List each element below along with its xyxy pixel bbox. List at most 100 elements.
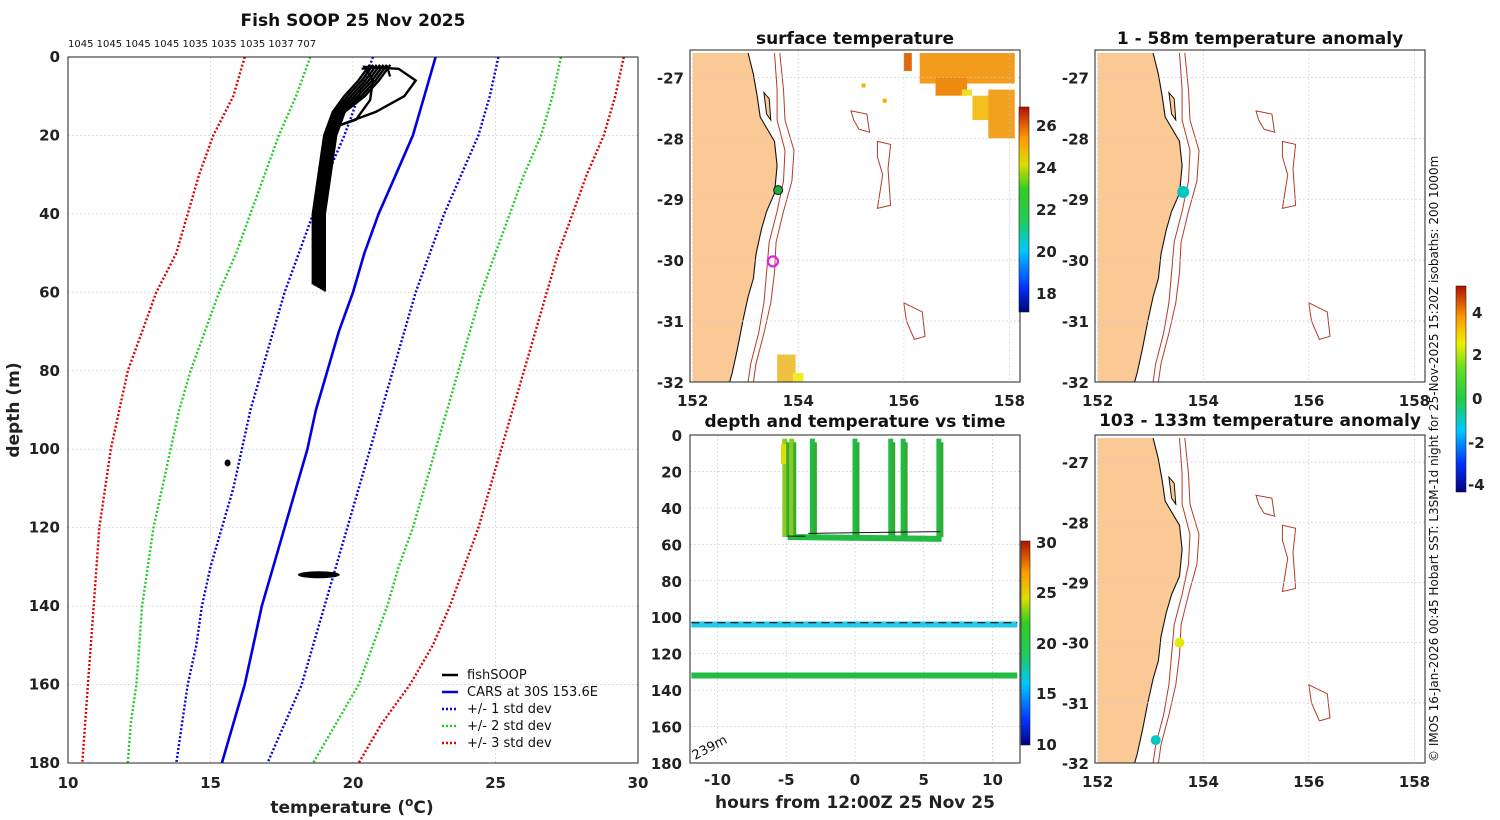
map-frame: [1094, 49, 1426, 383]
profile-legend: fishSOOP CARS at 30S 153.6E +/- 1 std de…: [442, 668, 598, 751]
fishsoop-surface-line: [361, 65, 392, 77]
sst-patch: [961, 89, 972, 96]
profile-xtick: 30: [628, 774, 649, 792]
map-ytick: -31: [1062, 695, 1089, 713]
sst-patch: [777, 354, 796, 382]
time-plot: depth and temperature vs time -10 -5 0 5 100…: [651, 412, 1057, 813]
profile-ytick: 0: [50, 48, 60, 66]
map-ytick: -28: [657, 130, 684, 148]
timeplot-ytick: 0: [672, 427, 682, 445]
timeplot-xtick: -10: [704, 771, 731, 789]
sst-patch: [903, 53, 912, 72]
timeplot-ytick: 160: [651, 719, 682, 737]
timeplot-colorbar: [1020, 540, 1031, 746]
seamount-contour: [1281, 140, 1297, 210]
map-xtick: 158: [1399, 773, 1430, 791]
anomaly1-title: 1 - 58m temperature anomaly: [1117, 29, 1403, 49]
sd1-upper-line: [266, 56, 500, 764]
sst-patch: [972, 95, 994, 121]
sst-patch: [882, 98, 887, 103]
timeplot-ytick: 80: [661, 573, 682, 591]
profile-xtick: 25: [485, 774, 506, 792]
map-ytick: -29: [1062, 574, 1089, 592]
timeplot-xtick: 0: [850, 771, 860, 789]
coastline: [729, 52, 778, 383]
map-xtick: 154: [1188, 773, 1219, 791]
sst-patch: [988, 89, 1015, 139]
map-xtick: 156: [1293, 773, 1324, 791]
surface-cbar-tick-22: 22: [1036, 201, 1057, 219]
anomaly-map-shallow: 1 - 58m temperature anomaly 152 154 156 158…: [1062, 29, 1430, 410]
map-ytick: -27: [1062, 69, 1089, 87]
anomaly-cbar-tick-2: 2: [1472, 346, 1482, 364]
map-xtick: 156: [1293, 392, 1324, 410]
sst-patch: [792, 372, 804, 382]
timeplot-ytick: 120: [651, 646, 682, 664]
profile-series: [81, 56, 625, 764]
profile-ytick: 140: [29, 597, 60, 615]
map-ytick: -31: [657, 313, 684, 331]
surface-marker-dot: [773, 185, 784, 196]
sd1-lower-line: [175, 56, 375, 764]
map-ytick: -27: [657, 69, 684, 87]
profile-xlabel: temperature (oC): [270, 795, 433, 818]
anomaly-cbar-tick-0: 0: [1472, 390, 1482, 408]
map-xtick: 158: [1399, 392, 1430, 410]
sd3-lower-line: [81, 56, 246, 764]
timeplot-frame: [689, 434, 1021, 764]
anomaly-colorbar-group: 4 2 0 -2 -4: [1455, 285, 1485, 494]
map-ytick: -29: [657, 191, 684, 209]
surface-map-content: 152 154 156 158 -27 -28 -29 -30 -31 -32: [657, 49, 1025, 410]
timeplot-xtick: 10: [982, 771, 1003, 789]
anomaly-cbar-tick-m2: -2: [1468, 434, 1485, 452]
map-xtick: 154: [783, 392, 814, 410]
profile-ticks: 10 15 20 25 30 0 20 40 60 80 100 120 140 160 180: [29, 48, 649, 792]
map-frame: [1094, 434, 1426, 764]
seamount-contour: [1255, 110, 1276, 133]
profile-ytick: 20: [39, 126, 60, 144]
profile-ytick: 60: [39, 283, 60, 301]
time-cbar-tick-10: 10: [1036, 736, 1057, 754]
fishsoop-cluster-100m: [224, 459, 231, 467]
anomaly2-content: 152 154 156 158 -27 -28 -29 -30 -31 -32: [1062, 434, 1430, 791]
map-ytick: -32: [657, 374, 684, 392]
sst-patch: [935, 77, 968, 96]
surface-map-title: surface temperature: [756, 29, 954, 49]
isobath-line: [1157, 437, 1200, 764]
isobath-line: [1157, 52, 1200, 383]
seamount-contour: [1308, 683, 1331, 722]
island: [763, 91, 772, 122]
map-ytick: -31: [1062, 313, 1089, 331]
cars-line: [220, 56, 437, 764]
map-ytick: -30: [1062, 635, 1089, 653]
timeplot-ytick: 20: [661, 463, 682, 481]
coastline: [1134, 437, 1183, 764]
anomaly-cbar-tick-4: 4: [1472, 304, 1482, 322]
profile-ylabel: depth (m): [4, 362, 24, 457]
fishsoop-cast-line: [317, 64, 382, 288]
fishsoop-cast-line: [313, 64, 375, 286]
map-ytick: -32: [1062, 374, 1089, 392]
profile-xtick: 10: [58, 774, 79, 792]
surface-cbar-tick-18: 18: [1036, 285, 1057, 303]
surface-cbar-tick-20: 20: [1036, 243, 1057, 261]
cast-bottom-line: [808, 531, 941, 534]
fishsoop-profile: [224, 64, 418, 579]
isobath-line: [747, 52, 786, 383]
anomaly-cbar-tick-m4: -4: [1468, 476, 1485, 494]
anomaly1-content: 152 154 156 158 -27 -28 -29 -30 -31 -32: [1062, 49, 1430, 410]
anomaly1-marker: [1177, 185, 1190, 198]
map-xtick: 152: [1082, 392, 1113, 410]
map-ytick: -30: [657, 252, 684, 270]
seamount-contour: [1308, 301, 1331, 341]
coastline: [1134, 52, 1183, 383]
land-polygon: [1097, 53, 1183, 382]
profile-ytick: 160: [29, 676, 60, 694]
anomaly2-marker-cool: [1150, 735, 1161, 746]
surface-cbar-tick-24: 24: [1036, 159, 1057, 177]
map-xtick: 154: [1188, 392, 1219, 410]
map-ytick: -28: [1062, 514, 1089, 532]
map-ytick: -30: [1062, 252, 1089, 270]
timeplot-xtick: -5: [778, 771, 795, 789]
map-xtick: 152: [1082, 773, 1113, 791]
